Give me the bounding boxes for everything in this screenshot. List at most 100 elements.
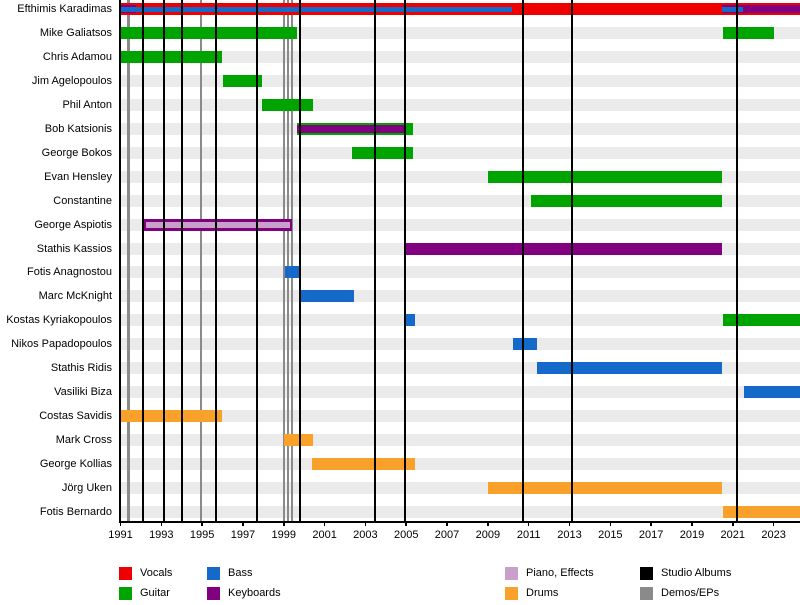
legend-swatch-demos_eps: [640, 587, 653, 600]
bass-bar: [721, 6, 743, 12]
legend-label-demos_eps: Demos/EPs: [661, 587, 720, 599]
legend-swatch-guitar: [119, 587, 132, 600]
x-axis-tick-label: 1993: [149, 529, 174, 541]
member-name-label: Costas Savidis: [39, 410, 112, 423]
legend-swatch-studio_albums: [640, 567, 653, 580]
x-axis-tick-label: 2005: [393, 529, 419, 541]
member-name-label: Phil Anton: [62, 98, 112, 111]
member-name-label: Evan Hensley: [44, 170, 112, 183]
row-track: [119, 122, 800, 135]
bass-bar: [536, 362, 722, 375]
member-name-label: Jim Agelopoulos: [31, 74, 112, 87]
legend-swatch-piano_effects: [505, 567, 518, 580]
chart-left-border: [119, 0, 121, 521]
row-track: [119, 458, 800, 471]
member-name-label: Jörg Uken: [61, 482, 112, 494]
member-name-label: Stathis Kassios: [36, 242, 112, 255]
legend-label-drums: Drums: [526, 587, 559, 599]
member-name-label: Kostas Kyriakopoulos: [6, 314, 112, 327]
studio-album-release-line: [215, 0, 218, 521]
row-track: [119, 410, 800, 423]
member-name-label: Fotis Anagnostou: [26, 266, 112, 279]
x-axis-tick: [405, 521, 407, 526]
member-name-label: Chris Adamou: [42, 50, 112, 63]
row-track: [119, 505, 800, 518]
member-name-label: Bob Katsionis: [44, 122, 112, 135]
studio-album-release-line: [570, 0, 573, 521]
x-axis-tick: [364, 521, 367, 526]
legend-swatch-keyboards: [207, 587, 220, 600]
row-track: [119, 74, 800, 87]
member-name-label: Stathis Ridis: [50, 362, 112, 375]
legend-label-bass: Bass: [228, 567, 253, 579]
x-axis-tick: [201, 521, 203, 526]
x-axis-tick: [732, 521, 734, 526]
member-name-label: George Kollias: [39, 458, 112, 471]
x-axis-tick-label: 2017: [638, 529, 664, 541]
x-axis-tick: [772, 521, 775, 526]
x-axis-tick-label: 1997: [230, 529, 256, 541]
x-axis-line: [119, 521, 800, 523]
row-track: [119, 314, 800, 327]
legend-label-studio_albums: Studio Albums: [661, 567, 732, 579]
legend-label-vocals: Vocals: [140, 567, 173, 579]
studio-album-release-line: [299, 0, 302, 521]
member-name-label: George Aspiotis: [34, 218, 112, 231]
studio-album-release-line: [373, 0, 376, 521]
guitar-bar: [262, 98, 314, 111]
member-name-label: Mike Galiatsos: [39, 26, 112, 39]
keyboards-bar: [297, 124, 407, 133]
legend-label-keyboards: Keyboards: [228, 587, 281, 599]
row-track: [119, 290, 800, 303]
guitar-bar: [120, 50, 222, 63]
studio-album-release-line: [163, 0, 166, 521]
x-axis-tick-label: 2009: [475, 529, 501, 541]
guitar-bar: [120, 26, 298, 39]
x-axis-tick-label: 2021: [720, 529, 746, 541]
x-axis-tick: [568, 521, 571, 526]
x-axis-tick: [650, 521, 652, 526]
x-axis-tick: [527, 521, 530, 526]
member-name-label: George Bokos: [41, 146, 112, 159]
x-axis-tick: [283, 521, 285, 526]
x-axis-tick-label: 2023: [761, 529, 786, 541]
studio-album-release-line: [404, 0, 407, 521]
demo-ep-release-line: [282, 0, 286, 521]
x-axis-tick-label: 1999: [271, 529, 296, 541]
bass-bar: [284, 266, 302, 279]
member-name-label: Mark Cross: [55, 434, 112, 447]
legend-swatch-bass: [207, 567, 220, 580]
guitar-bar: [487, 170, 722, 183]
x-axis-tick-label: 2013: [557, 529, 582, 541]
bass-bar: [513, 338, 537, 351]
drums-bar: [722, 505, 800, 518]
x-axis-tick-label: 2003: [353, 529, 378, 541]
bass-bar: [120, 6, 513, 12]
guitar-bar: [222, 74, 263, 87]
studio-album-release-line: [521, 0, 524, 521]
x-axis-tick: [691, 521, 693, 526]
member-name-label: Constantine: [53, 194, 112, 207]
x-axis-tick-label: 1995: [189, 529, 215, 541]
drums-bar: [312, 458, 416, 471]
row-track: [119, 434, 800, 447]
x-axis-tick: [609, 521, 612, 526]
bass-bar: [744, 386, 800, 399]
member-name-label: Fotis Bernardo: [39, 505, 112, 518]
x-axis-tick-label: 2019: [679, 529, 705, 541]
guitar-bar: [352, 146, 414, 159]
studio-album-release-line: [180, 0, 183, 521]
x-axis-tick-label: 2007: [434, 529, 460, 541]
demo-ep-release-line: [127, 0, 130, 521]
x-axis-tick: [242, 521, 244, 526]
demo-ep-release-line: [286, 0, 290, 521]
bass-bar: [300, 290, 355, 303]
row-track: [119, 146, 800, 159]
row-track: [119, 386, 800, 399]
studio-album-release-line: [735, 0, 738, 521]
demo-ep-release-line: [290, 0, 294, 521]
x-axis-tick: [323, 521, 326, 526]
demo-ep-release-line: [199, 0, 203, 521]
member-name-label: Efthimis Karadimas: [17, 3, 112, 15]
legend-label-guitar: Guitar: [140, 587, 170, 599]
